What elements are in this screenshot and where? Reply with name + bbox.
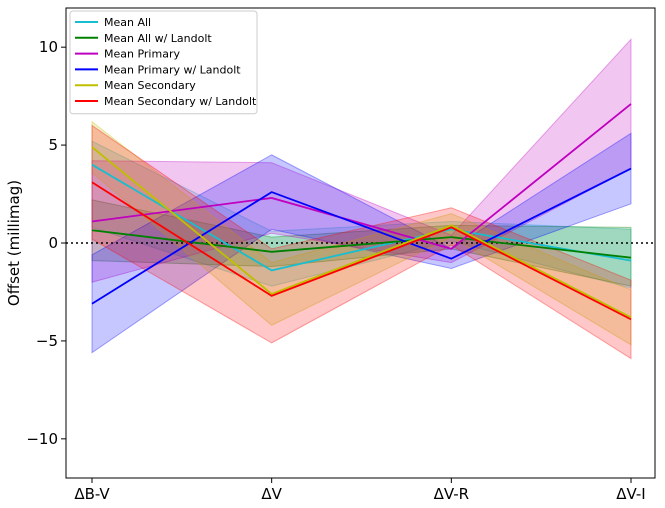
x-axis-ticks: ΔB-V ΔV ΔV-R ΔV-I <box>74 478 646 503</box>
y-tick-label: −5 <box>36 332 58 350</box>
line-mean-primary <box>91 103 632 250</box>
line-mean-secondary-w-landolt <box>91 181 632 321</box>
legend-label: Mean Secondary <box>104 79 196 92</box>
y-tick-label: 0 <box>48 234 58 252</box>
x-tick-label: ΔV <box>261 485 282 503</box>
band-mean-secondary-w-landolt <box>91 124 632 360</box>
legend-label: Mean All w/ Landolt <box>104 32 212 45</box>
y-tick-label: 5 <box>48 136 58 154</box>
legend-label: Mean All <box>104 16 151 29</box>
x-tick-label: ΔV-I <box>616 485 645 503</box>
line-mean-primary-w-landolt <box>91 167 632 305</box>
x-tick-label: ΔV-R <box>434 485 469 503</box>
legend: Mean All Mean All w/ Landolt Mean Primary M… <box>69 10 258 115</box>
y-tick-label: 10 <box>39 38 58 56</box>
line-mean-all <box>91 163 632 272</box>
legend-label: Mean Primary w/ Landolt <box>104 63 241 76</box>
x-tick-label: ΔB-V <box>74 485 110 503</box>
y-axis-label: Offset (millimag) <box>5 180 23 306</box>
line-mean-secondary <box>91 146 632 319</box>
y-axis-ticks: −10 −5 0 5 10 <box>26 38 66 448</box>
series-lines <box>91 103 632 321</box>
y-tick-label: −10 <box>26 430 58 448</box>
line-mean-all-w-landolt <box>91 229 632 259</box>
legend-box <box>69 10 258 115</box>
legend-label: Mean Secondary w/ Landolt <box>104 95 257 108</box>
legend-label: Mean Primary <box>104 48 180 61</box>
